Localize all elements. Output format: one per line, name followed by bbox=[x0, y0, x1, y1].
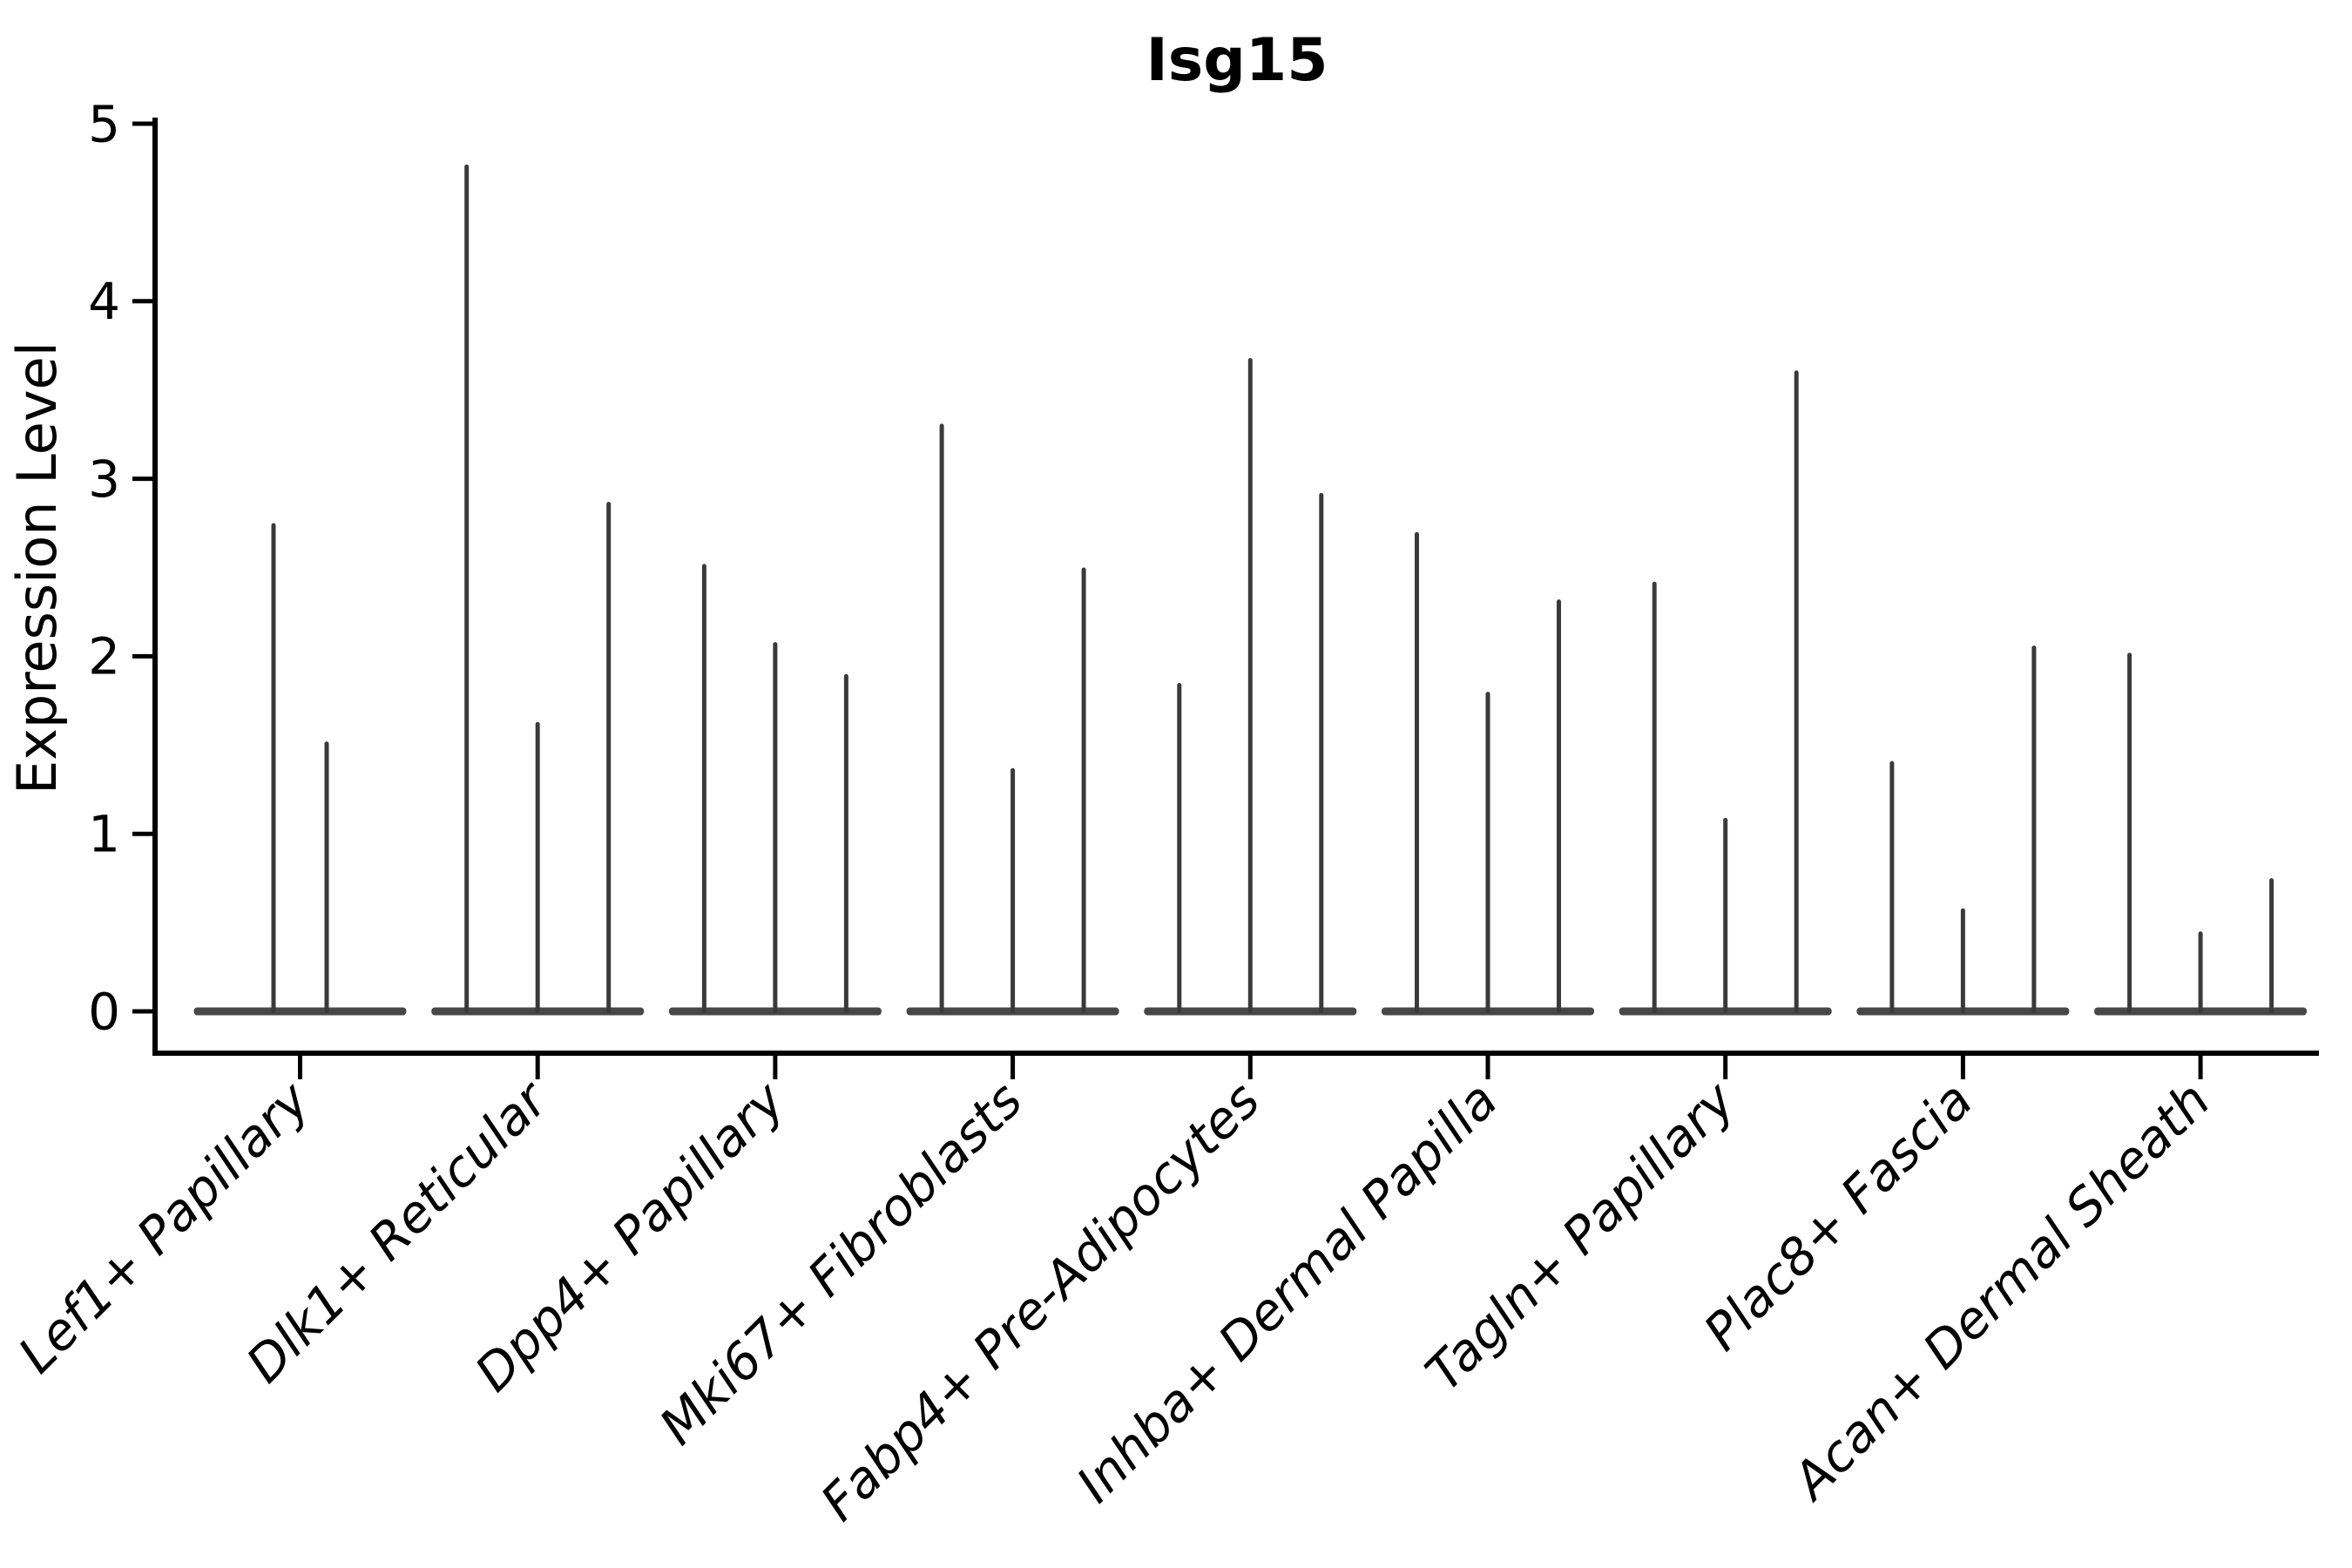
y-tick-label: 4 bbox=[88, 272, 120, 331]
violin-spike bbox=[1415, 531, 1419, 1013]
violin-spike bbox=[843, 673, 848, 1013]
violin-spike bbox=[1652, 581, 1657, 1013]
violin-spike bbox=[271, 523, 276, 1013]
axes bbox=[152, 118, 2319, 1056]
violin-spike bbox=[2198, 931, 2203, 1013]
violin-spike bbox=[1010, 767, 1016, 1013]
violin-spike bbox=[1485, 692, 1490, 1013]
violin-spike bbox=[1889, 760, 1895, 1013]
x-tick-label: Inhba+ Dermal Papilla bbox=[1065, 1071, 1509, 1514]
violin-spike bbox=[1794, 370, 1799, 1014]
y-tick-label: 3 bbox=[88, 449, 120, 509]
x-tick-label: Fabp4+ Pre-Adipocytes bbox=[809, 1071, 1271, 1532]
violin-spike bbox=[2127, 652, 2132, 1013]
violin-spike bbox=[701, 564, 706, 1013]
violin-spike bbox=[606, 502, 612, 1013]
y-tick-label: 2 bbox=[88, 627, 120, 686]
y-tick-label: 0 bbox=[88, 982, 120, 1041]
violin-spike bbox=[535, 721, 540, 1013]
violin-spike bbox=[1723, 817, 1728, 1013]
violin-spike bbox=[939, 423, 944, 1013]
x-tick-label: Acan+ Dermal Sheath bbox=[1779, 1071, 2221, 1513]
y-axis-label: Expression Level bbox=[5, 341, 69, 794]
violin-spike bbox=[773, 642, 778, 1013]
violin-spike bbox=[2269, 878, 2274, 1013]
y-axis-ticks: 0 1 2 3 4 5 bbox=[88, 94, 155, 1041]
violin-spike bbox=[464, 164, 470, 1013]
violin-spike bbox=[1557, 599, 1561, 1013]
violins bbox=[193, 164, 2308, 1016]
violin-spike bbox=[1319, 492, 1324, 1013]
y-tick-label: 5 bbox=[88, 94, 120, 153]
violin-spike bbox=[324, 741, 329, 1013]
violin-spike bbox=[2031, 645, 2037, 1013]
violin-base bbox=[193, 1007, 407, 1016]
violin-spike bbox=[1960, 908, 1965, 1013]
chart-title: Isg15 bbox=[1146, 26, 1328, 95]
violin-spike bbox=[1081, 567, 1086, 1013]
y-tick-label: 1 bbox=[88, 805, 120, 864]
violin-spike bbox=[1177, 682, 1182, 1013]
violin-spike bbox=[1247, 358, 1253, 1013]
